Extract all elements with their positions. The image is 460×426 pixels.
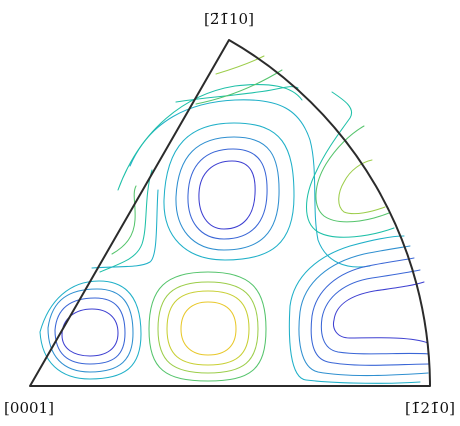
contour-right-pole-1 xyxy=(333,281,429,344)
contour-center-max-3 xyxy=(157,281,259,374)
contour-top-green-2 xyxy=(195,69,283,105)
contour-left-pole-1 xyxy=(61,308,119,357)
contour-top-lime xyxy=(215,55,265,75)
contour-right-pole-5 xyxy=(288,235,421,384)
contour-upper-pole-3 xyxy=(175,136,280,251)
contour-right-teal-outer xyxy=(306,91,395,238)
contour-right-pole-3 xyxy=(310,257,430,366)
contour-left-pole-2 xyxy=(54,297,126,365)
contour-upper-pole-4 xyxy=(163,122,295,261)
contour-center-max-1 xyxy=(180,301,237,356)
contour-left-teal-1 xyxy=(99,169,153,273)
contour-right-pole-2 xyxy=(320,269,430,355)
contour-right-pole-4 xyxy=(298,245,429,377)
contour-wide-band xyxy=(129,99,371,268)
sector-outline xyxy=(29,39,431,387)
contour-left-green-1 xyxy=(111,185,137,255)
label-top-direction: [2̄1̄10] xyxy=(204,10,254,28)
contour-upper-pole-2 xyxy=(187,148,268,240)
contour-right-green-outer xyxy=(315,125,390,223)
contour-right-island xyxy=(338,159,386,215)
contour-left-cyan-1 xyxy=(91,189,159,269)
contour-center-max-4 xyxy=(148,271,267,382)
label-bottom-left-direction: [0001] xyxy=(4,399,54,417)
contour-center-max-2 xyxy=(166,290,250,366)
contour-upper-teal xyxy=(117,84,303,191)
contour-left-pole-3 xyxy=(47,288,134,373)
label-bottom-right-direction: [1̄21̄0] xyxy=(405,399,455,417)
contour-lines xyxy=(39,55,430,384)
contour-left-pole-4 xyxy=(39,280,142,380)
contour-upper-pole-1 xyxy=(198,160,256,230)
contour-top-green xyxy=(175,86,299,103)
